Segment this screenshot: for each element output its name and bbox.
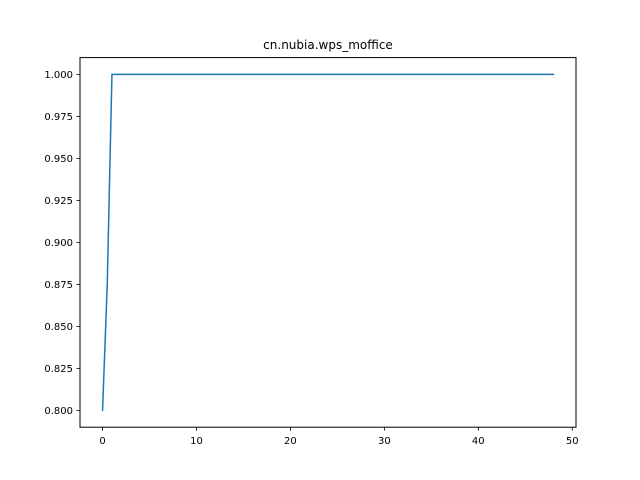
x-tick-label: 20 (284, 436, 297, 447)
y-tick-label: 0.875 (44, 280, 73, 291)
y-tick-label: 0.825 (44, 364, 73, 375)
y-axis: 0.800 0.825 0.850 0.875 0.900 0.925 0.950 0.975… (44, 70, 80, 417)
x-tick-label: 0 (99, 436, 105, 447)
y-tick-label: 0.975 (44, 112, 73, 123)
plot-area (101, 73, 555, 412)
y-tick-label: 0.850 (44, 322, 73, 333)
y-tick-label: 0.950 (44, 154, 73, 165)
y-tick-label: 0.800 (44, 406, 73, 417)
x-tick-label: 10 (190, 436, 203, 447)
y-tick-label: 0.900 (44, 238, 73, 249)
y-tick-label: 0.925 (44, 196, 73, 207)
chart-title: cn.nubia.wps_moffice (263, 38, 393, 52)
series-line (101, 73, 555, 412)
x-tick-label: 40 (472, 436, 485, 447)
x-tick-label: 30 (378, 436, 391, 447)
x-tick-label: 50 (566, 436, 579, 447)
y-tick-label: 1.000 (44, 70, 73, 81)
x-axis: 0 10 20 30 40 50 (99, 427, 579, 447)
